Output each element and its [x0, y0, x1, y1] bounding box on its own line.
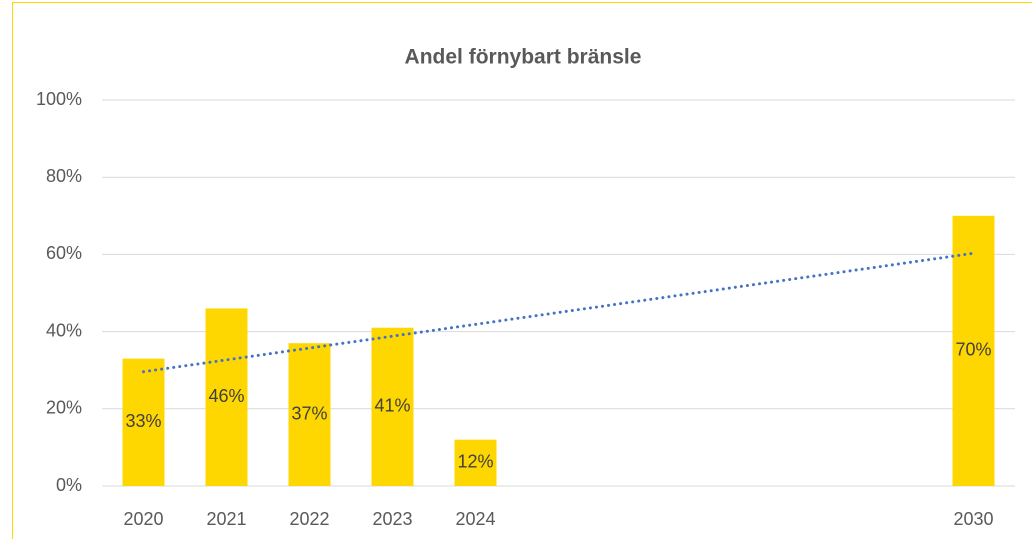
data-label: 12%	[457, 452, 493, 472]
y-tick-label: 80%	[46, 166, 82, 186]
chart-border	[12, 2, 1032, 539]
bar	[952, 215, 995, 487]
y-tick-label: 0%	[56, 475, 82, 495]
data-label: 46%	[208, 386, 244, 406]
y-tick-label: 100%	[36, 89, 82, 109]
y-tick-label: 20%	[46, 398, 82, 418]
bar	[288, 343, 331, 486]
x-tick-label: 2020	[123, 509, 163, 529]
data-label: 37%	[291, 403, 327, 423]
data-label: 33%	[125, 411, 161, 431]
x-tick-label: 2024	[455, 509, 495, 529]
x-tick-label: 2030	[953, 509, 993, 529]
chart-title: Andel förnybart bränsle	[405, 46, 642, 69]
data-label: 41%	[374, 396, 410, 416]
bar	[454, 439, 497, 486]
y-tick-label: 40%	[46, 320, 82, 340]
bar	[205, 308, 248, 486]
trendline	[142, 251, 975, 374]
data-label: 70%	[955, 340, 991, 360]
bar	[122, 358, 165, 486]
x-tick-label: 2022	[289, 509, 329, 529]
bar	[371, 327, 414, 486]
y-tick-label: 60%	[46, 243, 82, 263]
x-tick-label: 2021	[206, 509, 246, 529]
x-tick-label: 2023	[372, 509, 412, 529]
